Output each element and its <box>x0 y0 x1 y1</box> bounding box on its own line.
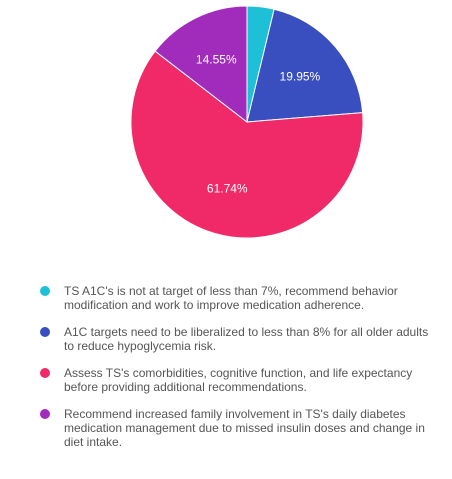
slice-value-label-3: 61.74% <box>207 182 248 196</box>
legend-swatch <box>40 409 50 419</box>
legend-item-4: Recommend increased family involvement i… <box>40 407 440 449</box>
legend-label: TS A1C's is not at target of less than 7… <box>64 284 398 312</box>
slice-value-label-4: 14.55% <box>196 53 237 67</box>
legend-item-1: TS A1C's is not at target of less than 7… <box>40 284 440 312</box>
legend-label: Assess TS's comorbidities, cognitive fun… <box>64 366 413 394</box>
legend: TS A1C's is not at target of less than 7… <box>40 284 440 462</box>
legend-swatch <box>40 286 50 296</box>
pie-chart: 19.95% 61.74% 14.55% <box>130 5 364 239</box>
pie-slice-3 <box>130 50 364 239</box>
pie-slice-2 <box>246 8 364 123</box>
slice-value-label-2: 19.95% <box>280 70 321 84</box>
pie-slice-4 <box>154 5 248 124</box>
legend-item-2: A1C targets need to be liberalized to le… <box>40 325 440 353</box>
legend-swatch <box>40 327 50 337</box>
legend-label: Recommend increased family involvement i… <box>64 407 425 449</box>
legend-item-3: Assess TS's comorbidities, cognitive fun… <box>40 366 440 394</box>
legend-swatch <box>40 368 50 378</box>
legend-label: A1C targets need to be liberalized to le… <box>64 325 429 353</box>
